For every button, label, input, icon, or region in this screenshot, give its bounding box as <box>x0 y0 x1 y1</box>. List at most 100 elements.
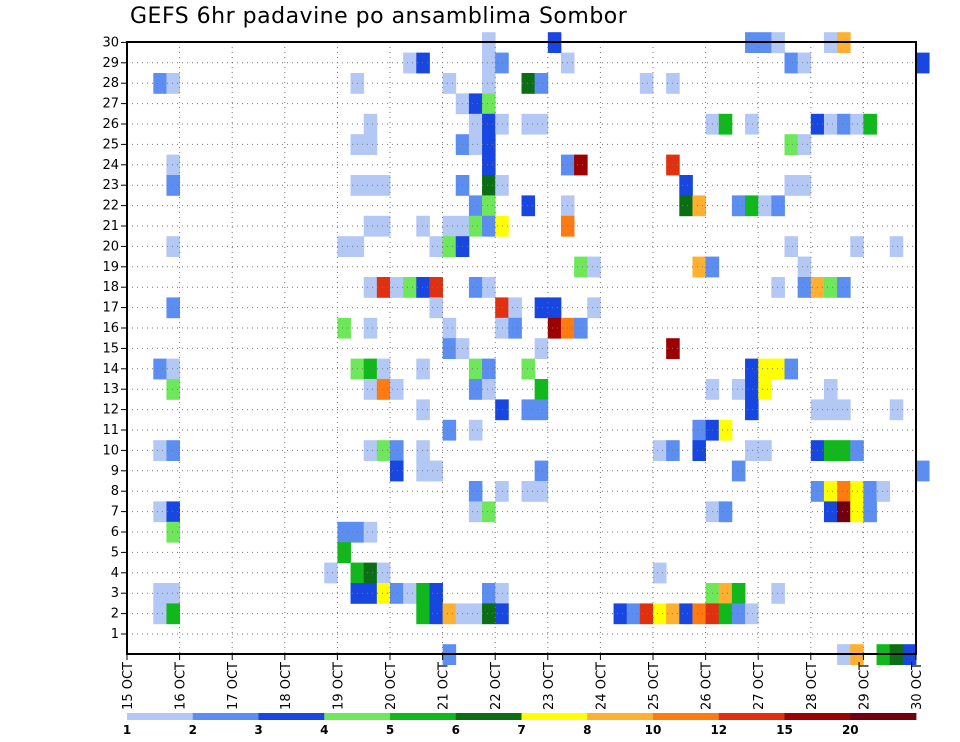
colorbar-label: 15 <box>776 723 793 737</box>
y-tick-label: 17 <box>102 301 119 316</box>
heatmap-cell <box>495 603 509 625</box>
heatmap-cell <box>837 399 851 421</box>
heatmap-cell <box>823 481 838 502</box>
heatmap-cell <box>376 440 391 461</box>
heatmap-cell <box>442 603 457 625</box>
y-tick-label: 16 <box>102 321 119 336</box>
colorbar-label: 5 <box>386 723 394 737</box>
heatmap-cell <box>482 52 496 74</box>
heatmap-cell <box>837 113 851 135</box>
colorbar-label: 2 <box>189 723 197 737</box>
heatmap-cell <box>363 113 378 135</box>
y-tick-label: 24 <box>102 158 119 173</box>
colorbar-label: 6 <box>452 723 460 737</box>
heatmap-cell <box>153 440 167 461</box>
heatmap-cell <box>521 358 536 380</box>
y-tick-label: 29 <box>102 56 119 71</box>
heatmap-cell <box>482 113 496 135</box>
heatmap-cell <box>587 256 601 278</box>
x-tick-label: 23 OCT <box>542 662 557 710</box>
colorbar-label: 1 <box>123 723 131 737</box>
heatmap-cell <box>337 236 351 257</box>
heatmap-cell <box>495 297 509 319</box>
heatmap-cell <box>468 195 483 217</box>
heatmap-cell <box>468 215 483 237</box>
heatmap-cell <box>863 481 877 502</box>
y-tick-label: 11 <box>102 423 119 438</box>
heatmap-cell <box>745 440 759 461</box>
heatmap-cell <box>495 215 509 237</box>
heatmap-cell <box>863 501 877 523</box>
heatmap-cell <box>442 338 457 359</box>
heatmap-cell <box>468 481 483 502</box>
heatmap-cell <box>718 583 733 604</box>
chart-title: GEFS 6hr padavine po ansamblima Sombor <box>130 4 628 29</box>
heatmap-cell <box>403 52 417 74</box>
heatmap-cell <box>363 358 378 380</box>
heatmap-cell <box>416 460 430 482</box>
heatmap-cell <box>626 603 641 625</box>
y-tick-label: 4 <box>111 566 119 581</box>
heatmap-cell <box>442 236 457 257</box>
colorbar: 1 2 3 4 5 6 7 8 10 12 15 20 <box>123 713 917 737</box>
heatmap-cell <box>495 481 509 502</box>
colorbar-swatch <box>258 713 325 720</box>
heatmap-cell <box>534 113 549 135</box>
heatmap-cell <box>324 562 338 584</box>
x-tick-label: 21 OCT <box>437 662 452 710</box>
y-tick-label: 12 <box>102 403 119 418</box>
heatmap-cell <box>482 73 496 94</box>
heatmap-cell <box>482 134 496 155</box>
heatmap-cell <box>166 297 180 319</box>
heatmap-cell <box>731 460 746 482</box>
heatmap-cell <box>166 154 180 176</box>
heatmap-cell <box>653 440 667 461</box>
heatmap-cell <box>797 175 812 196</box>
heatmap-cell <box>731 603 746 625</box>
y-tick-label: 2 <box>111 607 119 622</box>
colorbar-label: 20 <box>842 723 859 737</box>
heatmap-cell <box>166 521 180 543</box>
heatmap-cell <box>797 134 812 155</box>
y-tick-label: 21 <box>102 219 119 234</box>
colorbar-swatch <box>455 713 522 720</box>
y-tick-label: 10 <box>102 443 119 458</box>
heatmap-cell <box>416 583 430 604</box>
heatmap-cell <box>468 379 483 400</box>
heatmap-cell <box>718 501 733 523</box>
heatmap-cell <box>574 256 588 278</box>
heatmap-cell <box>574 317 588 339</box>
heatmap-cell <box>363 215 378 237</box>
heatmap-cell <box>876 481 891 502</box>
heatmap-cell <box>403 277 417 298</box>
heatmap-cell <box>416 277 430 298</box>
colorbar-label: 12 <box>710 723 727 737</box>
y-tick-label: 22 <box>102 199 119 214</box>
heatmap-cell <box>482 195 496 217</box>
heatmap-cell <box>482 277 496 298</box>
heatmap-cell <box>416 399 430 421</box>
heatmap-cell <box>547 297 562 319</box>
heatmap-cell <box>534 297 549 319</box>
heatmap-cell <box>784 175 799 196</box>
heatmap-cell <box>468 603 483 625</box>
heatmap-cell <box>758 440 772 461</box>
heatmap-cell <box>153 583 167 604</box>
heatmap-cell <box>718 113 733 135</box>
heatmap-cell <box>403 583 417 604</box>
heatmap-cell <box>468 93 483 115</box>
heatmap-cell <box>482 583 496 604</box>
heatmap-cell <box>363 317 378 339</box>
heatmap-cell <box>337 542 351 563</box>
y-tick-label: 7 <box>111 505 119 520</box>
heatmap-cell <box>521 399 536 421</box>
colorbar-swatch <box>192 713 259 720</box>
heatmap-cell <box>771 277 785 298</box>
heatmap-cell <box>468 277 483 298</box>
heatmap-cell <box>376 175 391 196</box>
heatmap-cell <box>337 521 351 543</box>
heatmap-cell <box>442 419 457 441</box>
heatmap-cell <box>495 583 509 604</box>
colorbar-label: 7 <box>517 723 525 737</box>
